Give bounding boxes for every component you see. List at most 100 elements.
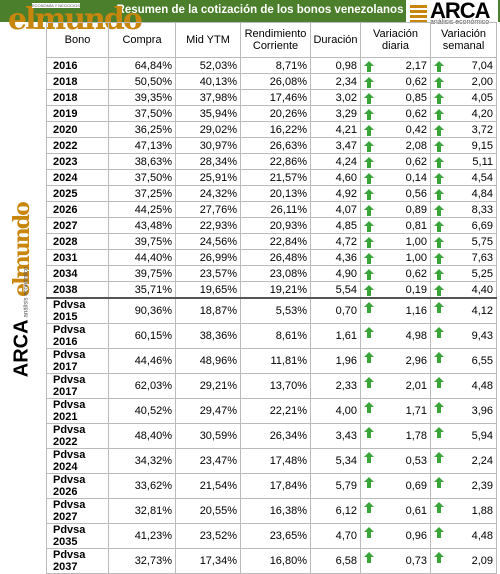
cell: 4,84	[430, 185, 497, 202]
cell: 38,63%	[108, 153, 176, 170]
cell: 17,48%	[240, 448, 311, 474]
arrow-shape	[434, 109, 444, 120]
table-row: 2034 39,75% 23,57% 23,08% 4,90 0,62 5,25	[46, 265, 497, 282]
cell: 47,13%	[108, 137, 176, 154]
arrow-shape	[364, 502, 374, 513]
cell: 34,32%	[108, 448, 176, 474]
bond-table: Bono Compra Mid YTM Rendimiento Corriente Du…	[46, 22, 497, 574]
up-arrow	[434, 77, 444, 88]
table-body: 2016 64,84% 52,03% 8,71% 0,98 2,17 7,04 2018 50,…	[46, 57, 497, 574]
cell: 44,40%	[108, 249, 176, 266]
cell: 0,56	[360, 185, 431, 202]
up-arrow	[364, 189, 374, 200]
cell: 0,69	[360, 473, 431, 499]
column-header: Compra	[108, 22, 176, 58]
arrow-shape	[434, 285, 444, 296]
cell: 5,75	[430, 233, 497, 250]
arrow-shape	[434, 377, 444, 388]
arrow-shape	[434, 452, 444, 463]
cell: 19,65%	[175, 281, 241, 299]
cell: 4,48	[430, 373, 497, 399]
cell: 20,55%	[175, 498, 241, 524]
up-arrow	[434, 141, 444, 152]
table-row: 2019 37,50% 35,94% 20,26% 3,29 0,62 4,20	[46, 105, 497, 122]
cell: 4,48	[430, 523, 497, 549]
up-arrow	[364, 125, 374, 136]
cell: 8,33	[430, 201, 497, 218]
cell: 0,98	[310, 57, 361, 74]
cell: 48,96%	[175, 348, 241, 374]
up-arrow	[364, 221, 374, 232]
cell: 0,62	[360, 265, 431, 282]
up-arrow	[364, 552, 374, 563]
cell: 38,36%	[175, 323, 241, 349]
cell: 24,32%	[175, 185, 241, 202]
arrow-shape	[434, 327, 444, 338]
up-arrow	[434, 125, 444, 136]
cell: 4,07	[310, 201, 361, 218]
bond-name: Pdvsa 2022	[46, 423, 109, 449]
arrow-shape	[364, 253, 374, 264]
up-arrow	[434, 477, 444, 488]
arrow-shape	[364, 189, 374, 200]
up-arrow	[434, 502, 444, 513]
header-row: Bono Compra Mid YTM Rendimiento Corriente Du…	[46, 22, 497, 58]
cell: 39,35%	[108, 89, 176, 106]
cell: 6,58	[310, 548, 361, 574]
cell: 4,92	[310, 185, 361, 202]
arrow-shape	[434, 502, 444, 513]
cell: 1,00	[360, 249, 431, 266]
up-arrow	[434, 302, 444, 313]
up-arrow	[434, 109, 444, 120]
arrow-shape	[364, 452, 374, 463]
cell: 20,13%	[240, 185, 311, 202]
up-arrow	[434, 221, 444, 232]
table-row: Pdvsa 2015 90,36% 18,87% 5,53% 0,70 1,16 4,12	[46, 297, 497, 324]
up-arrow	[364, 427, 374, 438]
arrow-shape	[364, 352, 374, 363]
up-arrow	[364, 527, 374, 538]
arrow-shape	[434, 253, 444, 264]
up-arrow	[434, 552, 444, 563]
up-arrow	[434, 527, 444, 538]
cell: 4,00	[310, 398, 361, 424]
arrow-shape	[364, 109, 374, 120]
cell: 26,08%	[240, 73, 311, 90]
table-row: 2023 38,63% 28,34% 22,86% 4,24 0,62 5,11	[46, 153, 497, 170]
cell: 35,94%	[175, 105, 241, 122]
up-arrow	[434, 269, 444, 280]
table-row: Pdvsa 2026 33,62% 21,54% 17,84% 5,79 0,69 2,39	[46, 473, 497, 499]
arrow-shape	[364, 157, 374, 168]
cell: 2,17	[360, 57, 431, 74]
bond-name: Pdvsa 2024	[46, 448, 109, 474]
bond-name: 2034	[46, 265, 109, 282]
column-header: Variación semanal	[430, 22, 497, 58]
arrow-shape	[434, 402, 444, 413]
column-header: Mid YTM	[175, 22, 241, 58]
arrow-shape	[434, 269, 444, 280]
cell: 5,34	[310, 448, 361, 474]
arrow-shape	[434, 477, 444, 488]
arrow-shape	[434, 157, 444, 168]
bond-name: 2024	[46, 169, 109, 186]
cell: 4,70	[310, 523, 361, 549]
logo-icon	[410, 3, 427, 23]
cell: 1,78	[360, 423, 431, 449]
arrow-shape	[434, 77, 444, 88]
arrow-shape	[364, 205, 374, 216]
header-bar	[0, 0, 500, 22]
up-arrow	[364, 157, 374, 168]
up-arrow	[364, 253, 374, 264]
cell: 40,13%	[175, 73, 241, 90]
cell: 23,47%	[175, 448, 241, 474]
up-arrow	[364, 327, 374, 338]
arrow-shape	[364, 327, 374, 338]
arrow-shape	[364, 527, 374, 538]
cell: 21,54%	[175, 473, 241, 499]
cell: 23,52%	[175, 523, 241, 549]
cell: 23,08%	[240, 265, 311, 282]
cell: 0,70	[310, 297, 361, 324]
logo-text: ARCA	[430, 0, 491, 23]
cell: 0,73	[360, 548, 431, 574]
